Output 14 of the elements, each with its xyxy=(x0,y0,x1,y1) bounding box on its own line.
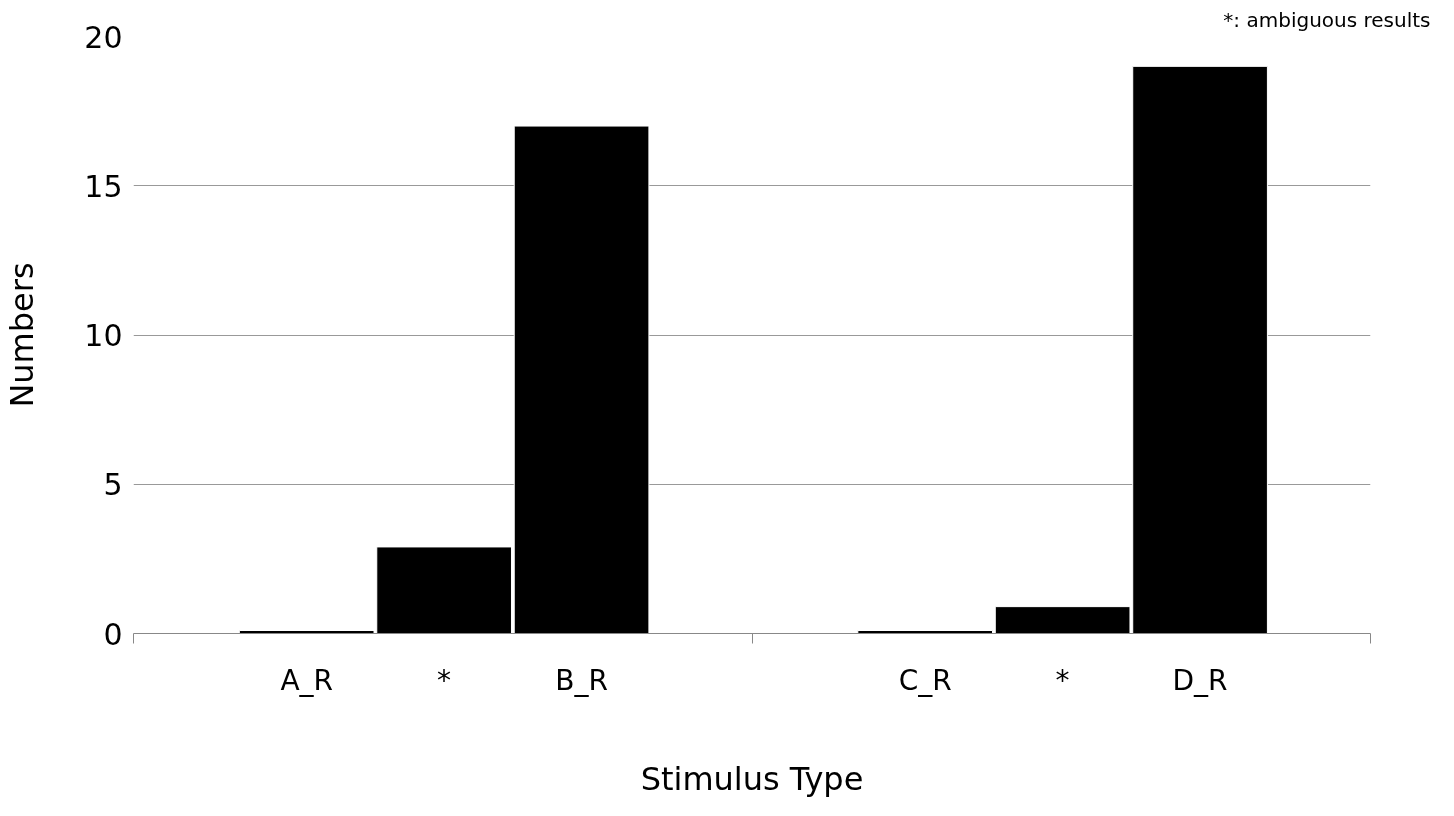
y-tick-label: 10 xyxy=(84,318,123,353)
x-tick-label: B_R xyxy=(555,663,608,697)
text: *: ambiguous results xyxy=(1223,7,1431,32)
y-tick-label: 5 xyxy=(103,467,123,503)
y-tick-label: 0 xyxy=(103,616,123,652)
x-tick-label: A_R xyxy=(280,663,333,697)
y-tick-label: 15 xyxy=(84,168,123,204)
x-tick-label: * xyxy=(1055,663,1070,697)
y-tick-label: 20 xyxy=(84,19,123,55)
x-axis-title: Stimulus Type xyxy=(640,759,864,798)
x-tick-label: C_R xyxy=(898,663,952,697)
x-tick-label: D_R xyxy=(1172,663,1228,697)
x-tick-label: * xyxy=(437,663,452,697)
y-axis-title: Numbers xyxy=(3,262,42,408)
